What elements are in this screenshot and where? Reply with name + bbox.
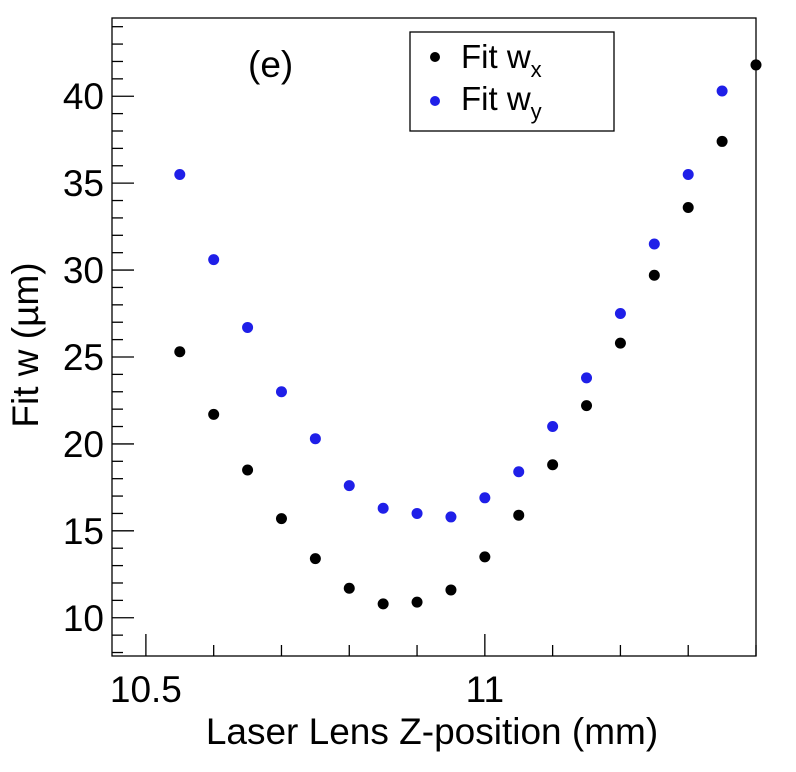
- data-point-y: [208, 254, 220, 266]
- data-point-x: [581, 400, 593, 412]
- y-tick-label: 20: [63, 424, 104, 465]
- data-point-y: [581, 372, 593, 384]
- data-point-y: [513, 466, 525, 478]
- data-point-x: [343, 582, 355, 594]
- data-point-y: [275, 386, 287, 398]
- legend-entry-fit-wx: Fit wx: [461, 38, 542, 82]
- y-axis-label: Fit w (µm): [5, 262, 46, 427]
- data-point-y: [242, 321, 254, 333]
- data-point-x: [309, 553, 321, 565]
- y-axis-tick-labels: 10 15 20 25 30 35 40: [63, 76, 104, 639]
- data-point-y: [309, 433, 321, 445]
- x-axis-ticks: [145, 634, 757, 656]
- data-point-x: [445, 584, 457, 596]
- data-point-x: [242, 464, 254, 476]
- y-axis-ticks: [112, 26, 134, 654]
- x-axis-tick-labels: 10.5 11: [110, 669, 504, 710]
- data-point-x: [547, 459, 559, 471]
- data-point-x: [174, 346, 186, 358]
- data-point-y: [174, 168, 186, 180]
- data-point-x: [513, 509, 525, 521]
- data-point-y: [411, 507, 423, 519]
- y-tick-label: 10: [63, 598, 104, 639]
- x-tick-label: 10.5: [110, 669, 182, 710]
- data-point-x: [479, 551, 491, 563]
- data-point-y: [343, 480, 355, 492]
- x-axis-label: Laser Lens Z-position (mm): [206, 711, 658, 752]
- data-point-y: [648, 238, 660, 250]
- legend-marker-fit-wy: [430, 96, 440, 106]
- panel-label: (e): [248, 44, 293, 85]
- y-tick-label: 25: [63, 337, 104, 378]
- data-point-x: [411, 596, 423, 608]
- data-point-y: [614, 308, 626, 320]
- data-point-y: [716, 85, 728, 97]
- data-point-x: [716, 135, 728, 147]
- plot-frame: [111, 17, 757, 657]
- y-tick-label: 15: [63, 511, 104, 552]
- legend: Fit wx Fit wy: [409, 31, 615, 132]
- data-point-x: [648, 269, 660, 281]
- x-tick-label: 11: [466, 669, 504, 710]
- legend-box: [409, 31, 615, 132]
- data-point-y: [377, 502, 389, 514]
- y-tick-label: 40: [63, 76, 104, 117]
- y-tick-label: 30: [63, 250, 104, 291]
- data-point-y: [479, 492, 491, 504]
- data-point-y: [682, 168, 694, 180]
- legend-entry-fit-wy: Fit wy: [461, 80, 542, 124]
- data-point-x: [208, 408, 220, 420]
- data-point-y: [547, 421, 559, 433]
- data-points: [174, 59, 762, 610]
- legend-marker-fit-wx: [430, 52, 440, 62]
- data-point-x: [750, 59, 762, 71]
- data-point-y: [445, 511, 457, 523]
- y-tick-label: 35: [63, 163, 104, 204]
- data-point-x: [614, 337, 626, 349]
- data-point-x: [682, 201, 694, 213]
- data-point-x: [275, 513, 287, 525]
- data-point-x: [377, 598, 389, 610]
